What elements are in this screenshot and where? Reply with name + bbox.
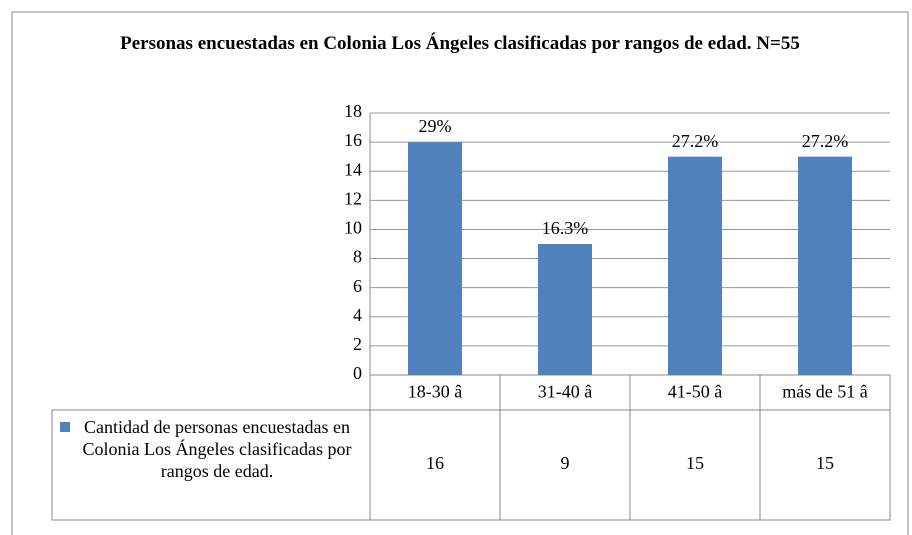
bar [538,244,592,375]
annotation: 29% [419,116,452,136]
data-table-value: 15 [816,453,834,473]
legend-label: Cantidad de personas encuestadas en Colo… [82,417,352,481]
legend-swatch [60,422,70,432]
y-tick-label: 14 [344,159,362,179]
y-tick-label: 8 [353,247,362,267]
x-tick-label: 18-30 â [408,382,462,402]
data-table-value: 16 [426,453,444,473]
chart-border [11,11,909,535]
x-tick-label: más de 51 â [782,382,867,402]
bar [408,142,462,375]
data-table-value: 9 [561,453,570,473]
x-tick-label: 31-40 â [538,382,592,402]
annotation: 27.2% [802,131,849,151]
y-tick-label: 10 [344,218,362,238]
annotation: 16.3% [542,218,589,238]
y-tick-label: 2 [353,334,362,354]
bar [668,156,722,375]
annotation: 27.2% [672,131,719,151]
y-tick-label: 6 [353,276,362,296]
chart-title: Personas encuestadas en Colonia Los Ánge… [120,33,800,54]
y-tick-label: 16 [344,130,362,150]
y-tick-label: 12 [344,188,362,208]
y-tick-label: 0 [353,363,362,383]
bar [798,156,852,375]
data-table-value: 15 [686,453,704,473]
x-tick-label: 41-50 â [668,382,722,402]
y-tick-label: 18 [344,101,362,121]
y-tick-label: 4 [353,305,362,325]
